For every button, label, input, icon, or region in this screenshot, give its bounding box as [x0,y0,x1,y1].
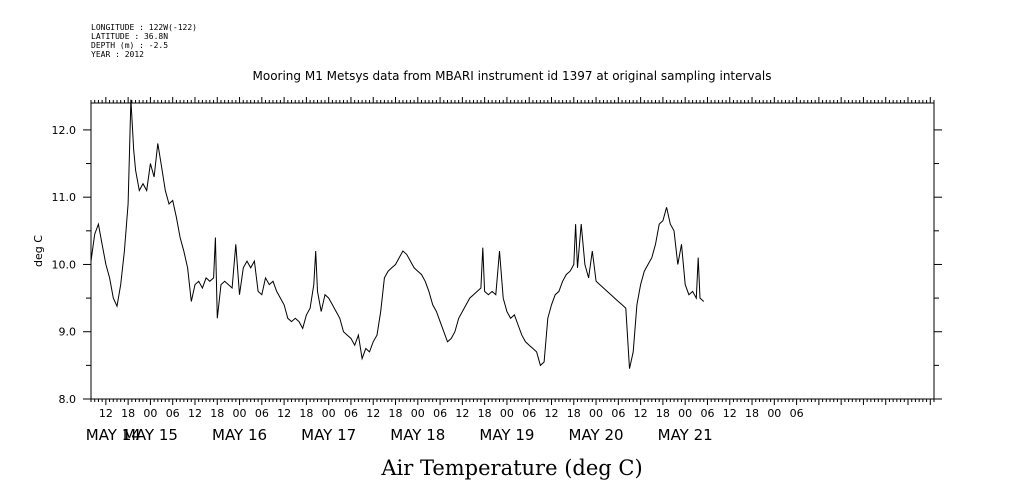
x-hour-label: 06 [790,407,804,420]
x-hour-label: 06 [166,407,180,420]
x-hour-label: 06 [700,407,714,420]
x-hour-label: 00 [767,407,781,420]
y-tick-label: 9.0 [59,326,77,339]
x-hour-label: 12 [455,407,469,420]
x-hour-label: 06 [611,407,625,420]
x-hour-label: 18 [299,407,313,420]
series-line [90,99,705,369]
y-tick-label: 8.0 [59,393,77,406]
x-hour-label: 06 [522,407,536,420]
x-hour-label: 12 [634,407,648,420]
x-hour-label: 12 [99,407,113,420]
x-day-label: MAY 17 [301,426,356,444]
x-hour-label: 18 [210,407,224,420]
x-hour-label: 18 [567,407,581,420]
x-hour-label: 06 [255,407,269,420]
axis-ticks [83,97,942,405]
x-hour-label: 12 [188,407,202,420]
x-day-label: MAY 14 [86,426,141,444]
y-axis-tick-labels: 8.0 9.0 10.0 11.0 12.0 [52,124,77,406]
x-day-label: MAY 21 [658,426,713,444]
x-hour-label: 06 [344,407,358,420]
x-hour-label: 00 [678,407,692,420]
chart-title: Mooring M1 Metsys data from MBARI instru… [253,69,772,83]
meta-year: YEAR : 2012 [91,50,144,59]
x-hour-label: 12 [544,407,558,420]
y-axis-label: deg C [32,235,45,267]
x-hour-label: 00 [411,407,425,420]
x-axis-hour-labels: 12 18 00 06 12 18 00 06 12 18 00 06 12 18 00 06 12 18 00 06… [99,407,804,420]
x-day-label: MAY 15 [123,426,178,444]
x-hour-label: 12 [366,407,380,420]
x-hour-label: 12 [723,407,737,420]
meta-longitude: LONGITUDE : 122W(-122) [91,23,197,32]
x-day-label: MAY 19 [479,426,534,444]
y-tick-label: 10.0 [52,258,77,271]
x-axis-label: Air Temperature (deg C) [380,456,642,480]
x-day-label: MAY 20 [569,426,624,444]
x-hour-label: 00 [322,407,336,420]
y-tick-label: 12.0 [52,124,77,137]
x-hour-label: 18 [478,407,492,420]
meta-latitude: LATITUDE : 36.8N [91,32,168,41]
y-tick-label: 11.0 [52,191,77,204]
x-hour-label: 18 [389,407,403,420]
meta-depth: DEPTH (m) : -2.5 [91,41,168,50]
x-hour-label: 06 [433,407,447,420]
x-hour-label: 18 [121,407,135,420]
x-day-label: MAY 18 [390,426,445,444]
x-hour-label: 00 [143,407,157,420]
x-hour-label: 18 [656,407,670,420]
x-day-label: MAY 16 [212,426,267,444]
plot-frame [90,102,935,400]
x-hour-label: 00 [500,407,514,420]
x-hour-label: 00 [589,407,603,420]
x-hour-label: 00 [233,407,247,420]
metadata-block: LONGITUDE : 122W(-122) LATITUDE : 36.8N … [91,23,197,59]
x-hour-label: 12 [277,407,291,420]
x-hour-label: 18 [745,407,759,420]
